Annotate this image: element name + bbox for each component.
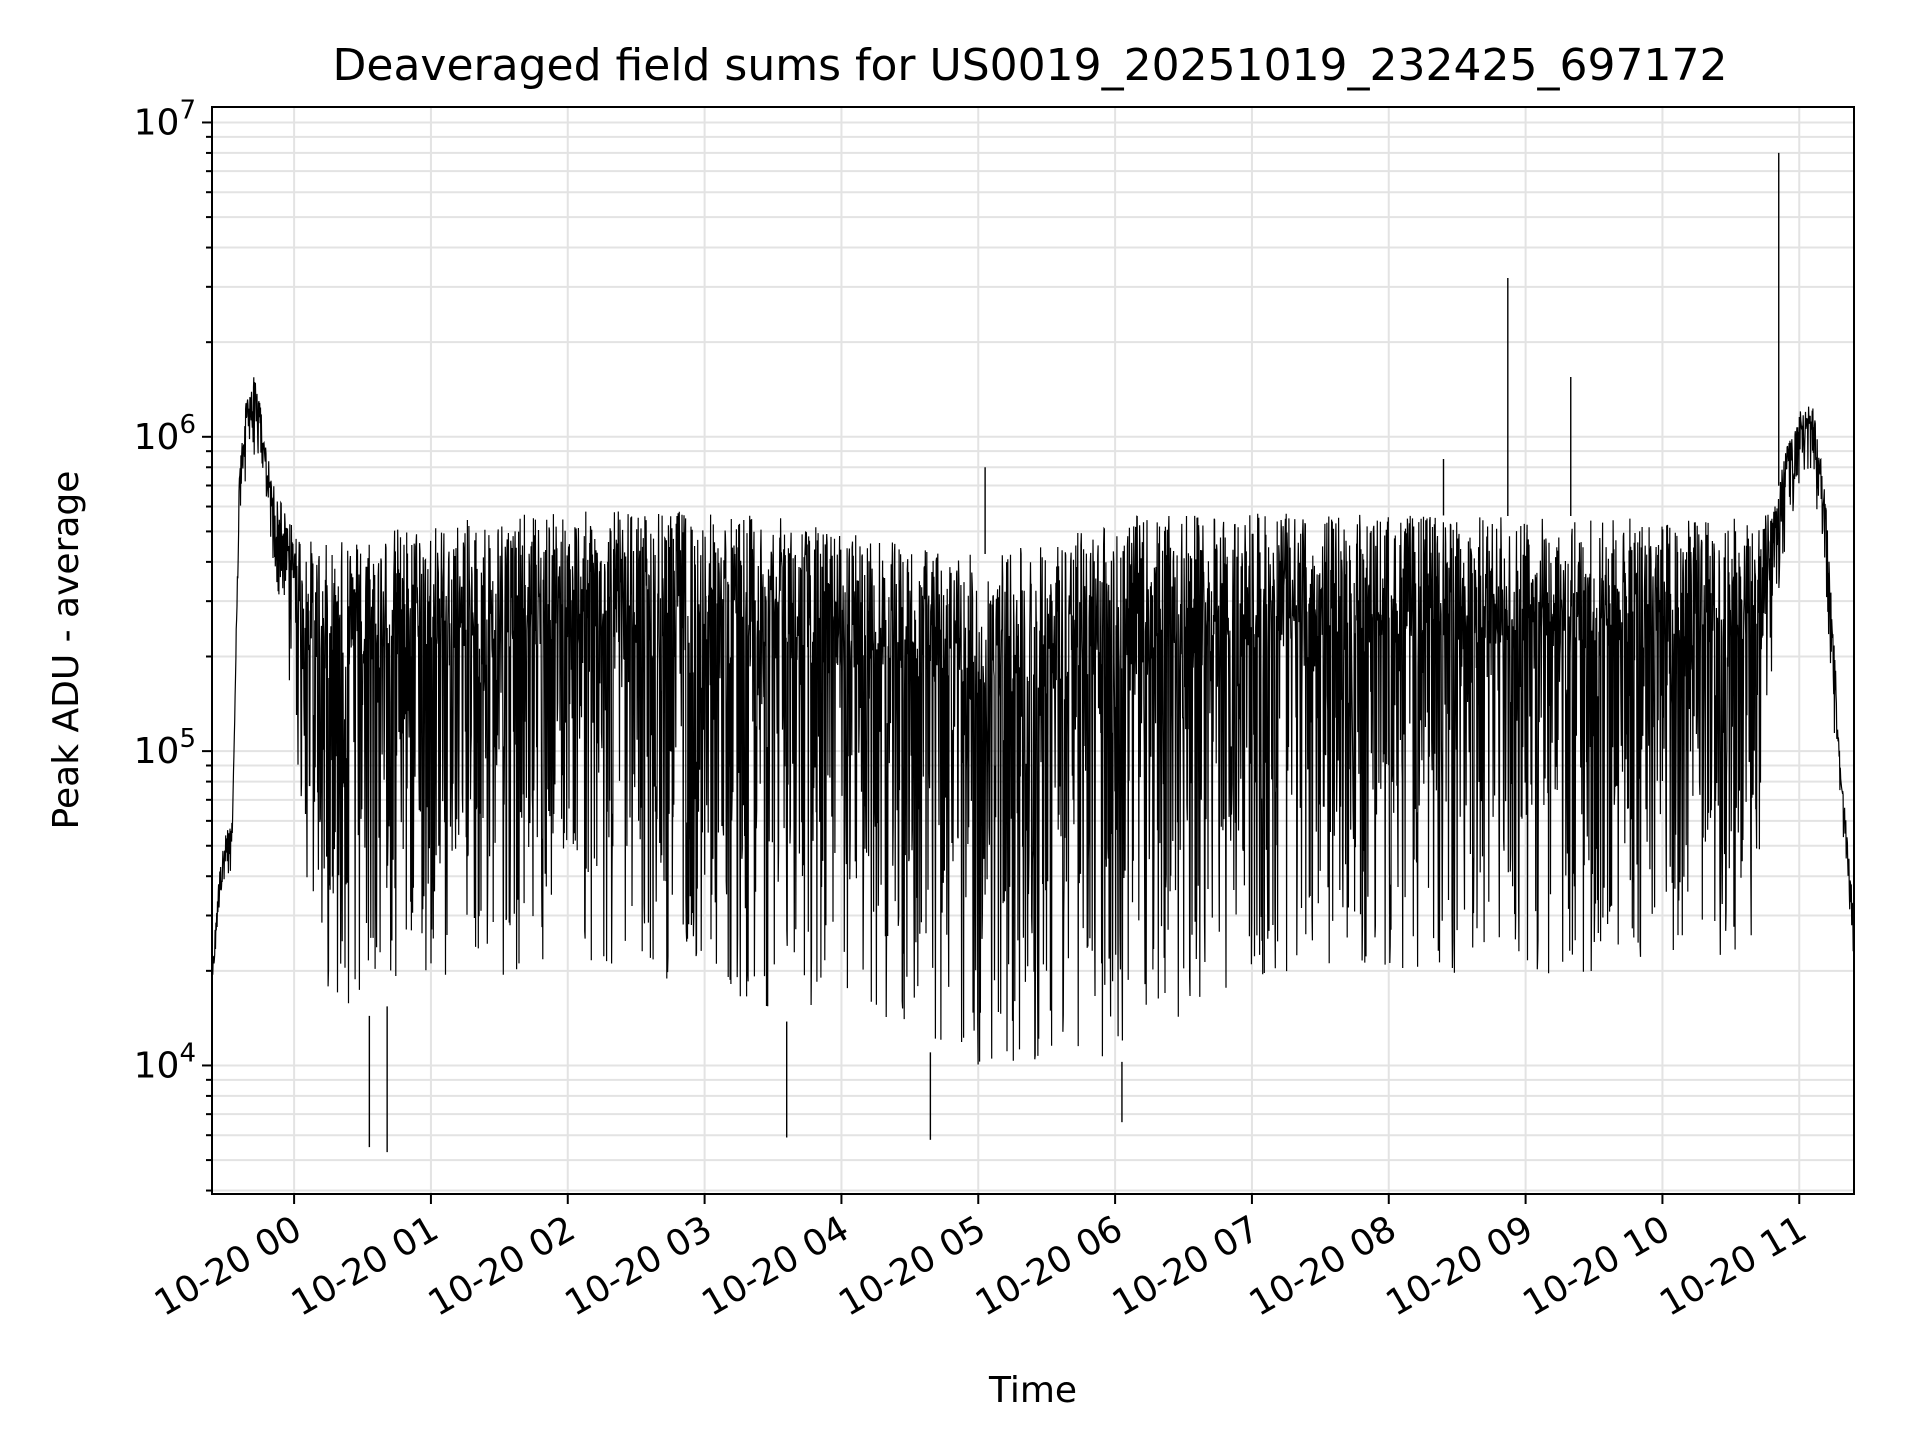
y-tick-label: 107 <box>134 95 196 143</box>
x-axis-label: Time <box>988 1370 1077 1411</box>
plot-frame <box>211 106 1855 1195</box>
y-tick-base: 10 <box>134 731 180 772</box>
y-tick-label: 104 <box>134 1038 196 1086</box>
data-layer <box>211 152 1855 1153</box>
y-tick-label: 106 <box>134 410 196 458</box>
y-tick-exponent: 7 <box>179 95 196 125</box>
chart-title: Deaveraged field sums for US0019_2025101… <box>333 40 1728 91</box>
y-tick-exponent: 6 <box>179 410 196 440</box>
y-tick-base: 10 <box>134 417 180 458</box>
y-tick-base: 10 <box>134 1045 180 1086</box>
series-line <box>211 377 1855 1065</box>
y-tick-base: 10 <box>134 102 180 143</box>
y-tick-label: 105 <box>134 724 196 772</box>
y-axis-label: Peak ADU - average <box>46 471 87 830</box>
y-tick-exponent: 5 <box>179 724 196 754</box>
y-tick-exponent: 4 <box>179 1038 196 1068</box>
